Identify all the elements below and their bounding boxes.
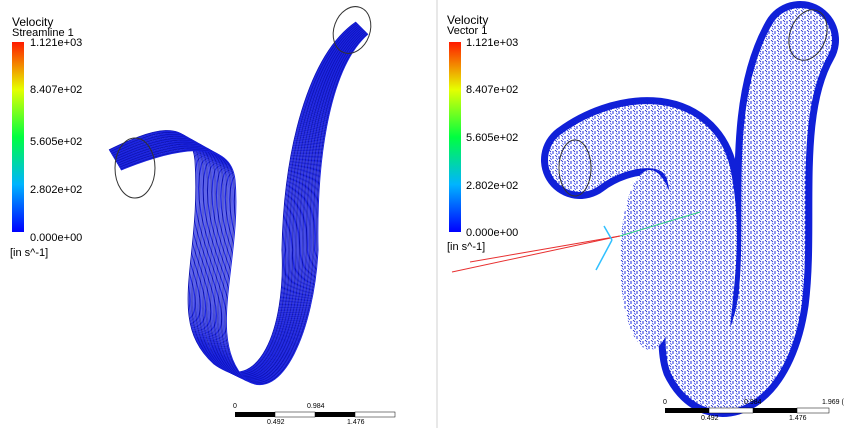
- scale-segment: [665, 408, 709, 413]
- color-bar: [449, 42, 461, 232]
- vector-tube-inner: [580, 40, 800, 378]
- scale-segment: [797, 408, 829, 413]
- legend-tick: 1.121e+03: [30, 38, 82, 49]
- screenshot: Velocity Streamline 1 1.121e+03 8.407e+0…: [0, 0, 850, 428]
- legend-tick: 0.000e+00: [30, 233, 82, 244]
- scale-label: 0: [663, 399, 667, 406]
- scale-segment: [709, 408, 753, 413]
- scale-label: 1.476: [347, 419, 365, 426]
- legend-subtitle: Vector 1: [447, 26, 487, 37]
- outlier-vector: [596, 240, 612, 270]
- scale-segment: [753, 408, 797, 413]
- scale-label: 0.984: [744, 399, 762, 406]
- legend-tick: 5.605e+02: [30, 137, 82, 148]
- legend-tick: 1.121e+03: [466, 38, 518, 49]
- legend-tick: 2.802e+02: [30, 185, 82, 196]
- scale-segment: [275, 412, 315, 417]
- graphics: [0, 0, 850, 428]
- scale-bar: [235, 412, 395, 417]
- scale-label: 1.476: [789, 415, 807, 422]
- scale-label: 1.969 (: [822, 399, 844, 406]
- legend-tick: 0.000e+00: [466, 228, 518, 239]
- legend-tick: 8.407e+02: [466, 85, 518, 96]
- scale-label: 0.492: [701, 415, 719, 422]
- scale-label: 0.984: [307, 403, 325, 410]
- legend-tick: 8.407e+02: [30, 85, 82, 96]
- scale-segment: [355, 412, 395, 417]
- streamline: [114, 27, 361, 377]
- legend-tick: 2.802e+02: [466, 181, 518, 192]
- legend-unit: [in s^-1]: [447, 242, 485, 253]
- scale-segment: [315, 412, 355, 417]
- left-geometry: [115, 1, 377, 198]
- legend-tick: 5.605e+02: [466, 133, 518, 144]
- scale-label: 0.492: [267, 419, 285, 426]
- legend-unit: [in s^-1]: [10, 248, 48, 259]
- vector-inner: [620, 170, 680, 350]
- streamlines: [109, 22, 368, 385]
- scale-segment: [235, 412, 275, 417]
- scale-bar: [665, 408, 829, 413]
- streamline: [114, 27, 361, 377]
- outlier-vector: [470, 236, 620, 262]
- scale-label: 0: [233, 403, 237, 410]
- color-bar: [12, 42, 24, 232]
